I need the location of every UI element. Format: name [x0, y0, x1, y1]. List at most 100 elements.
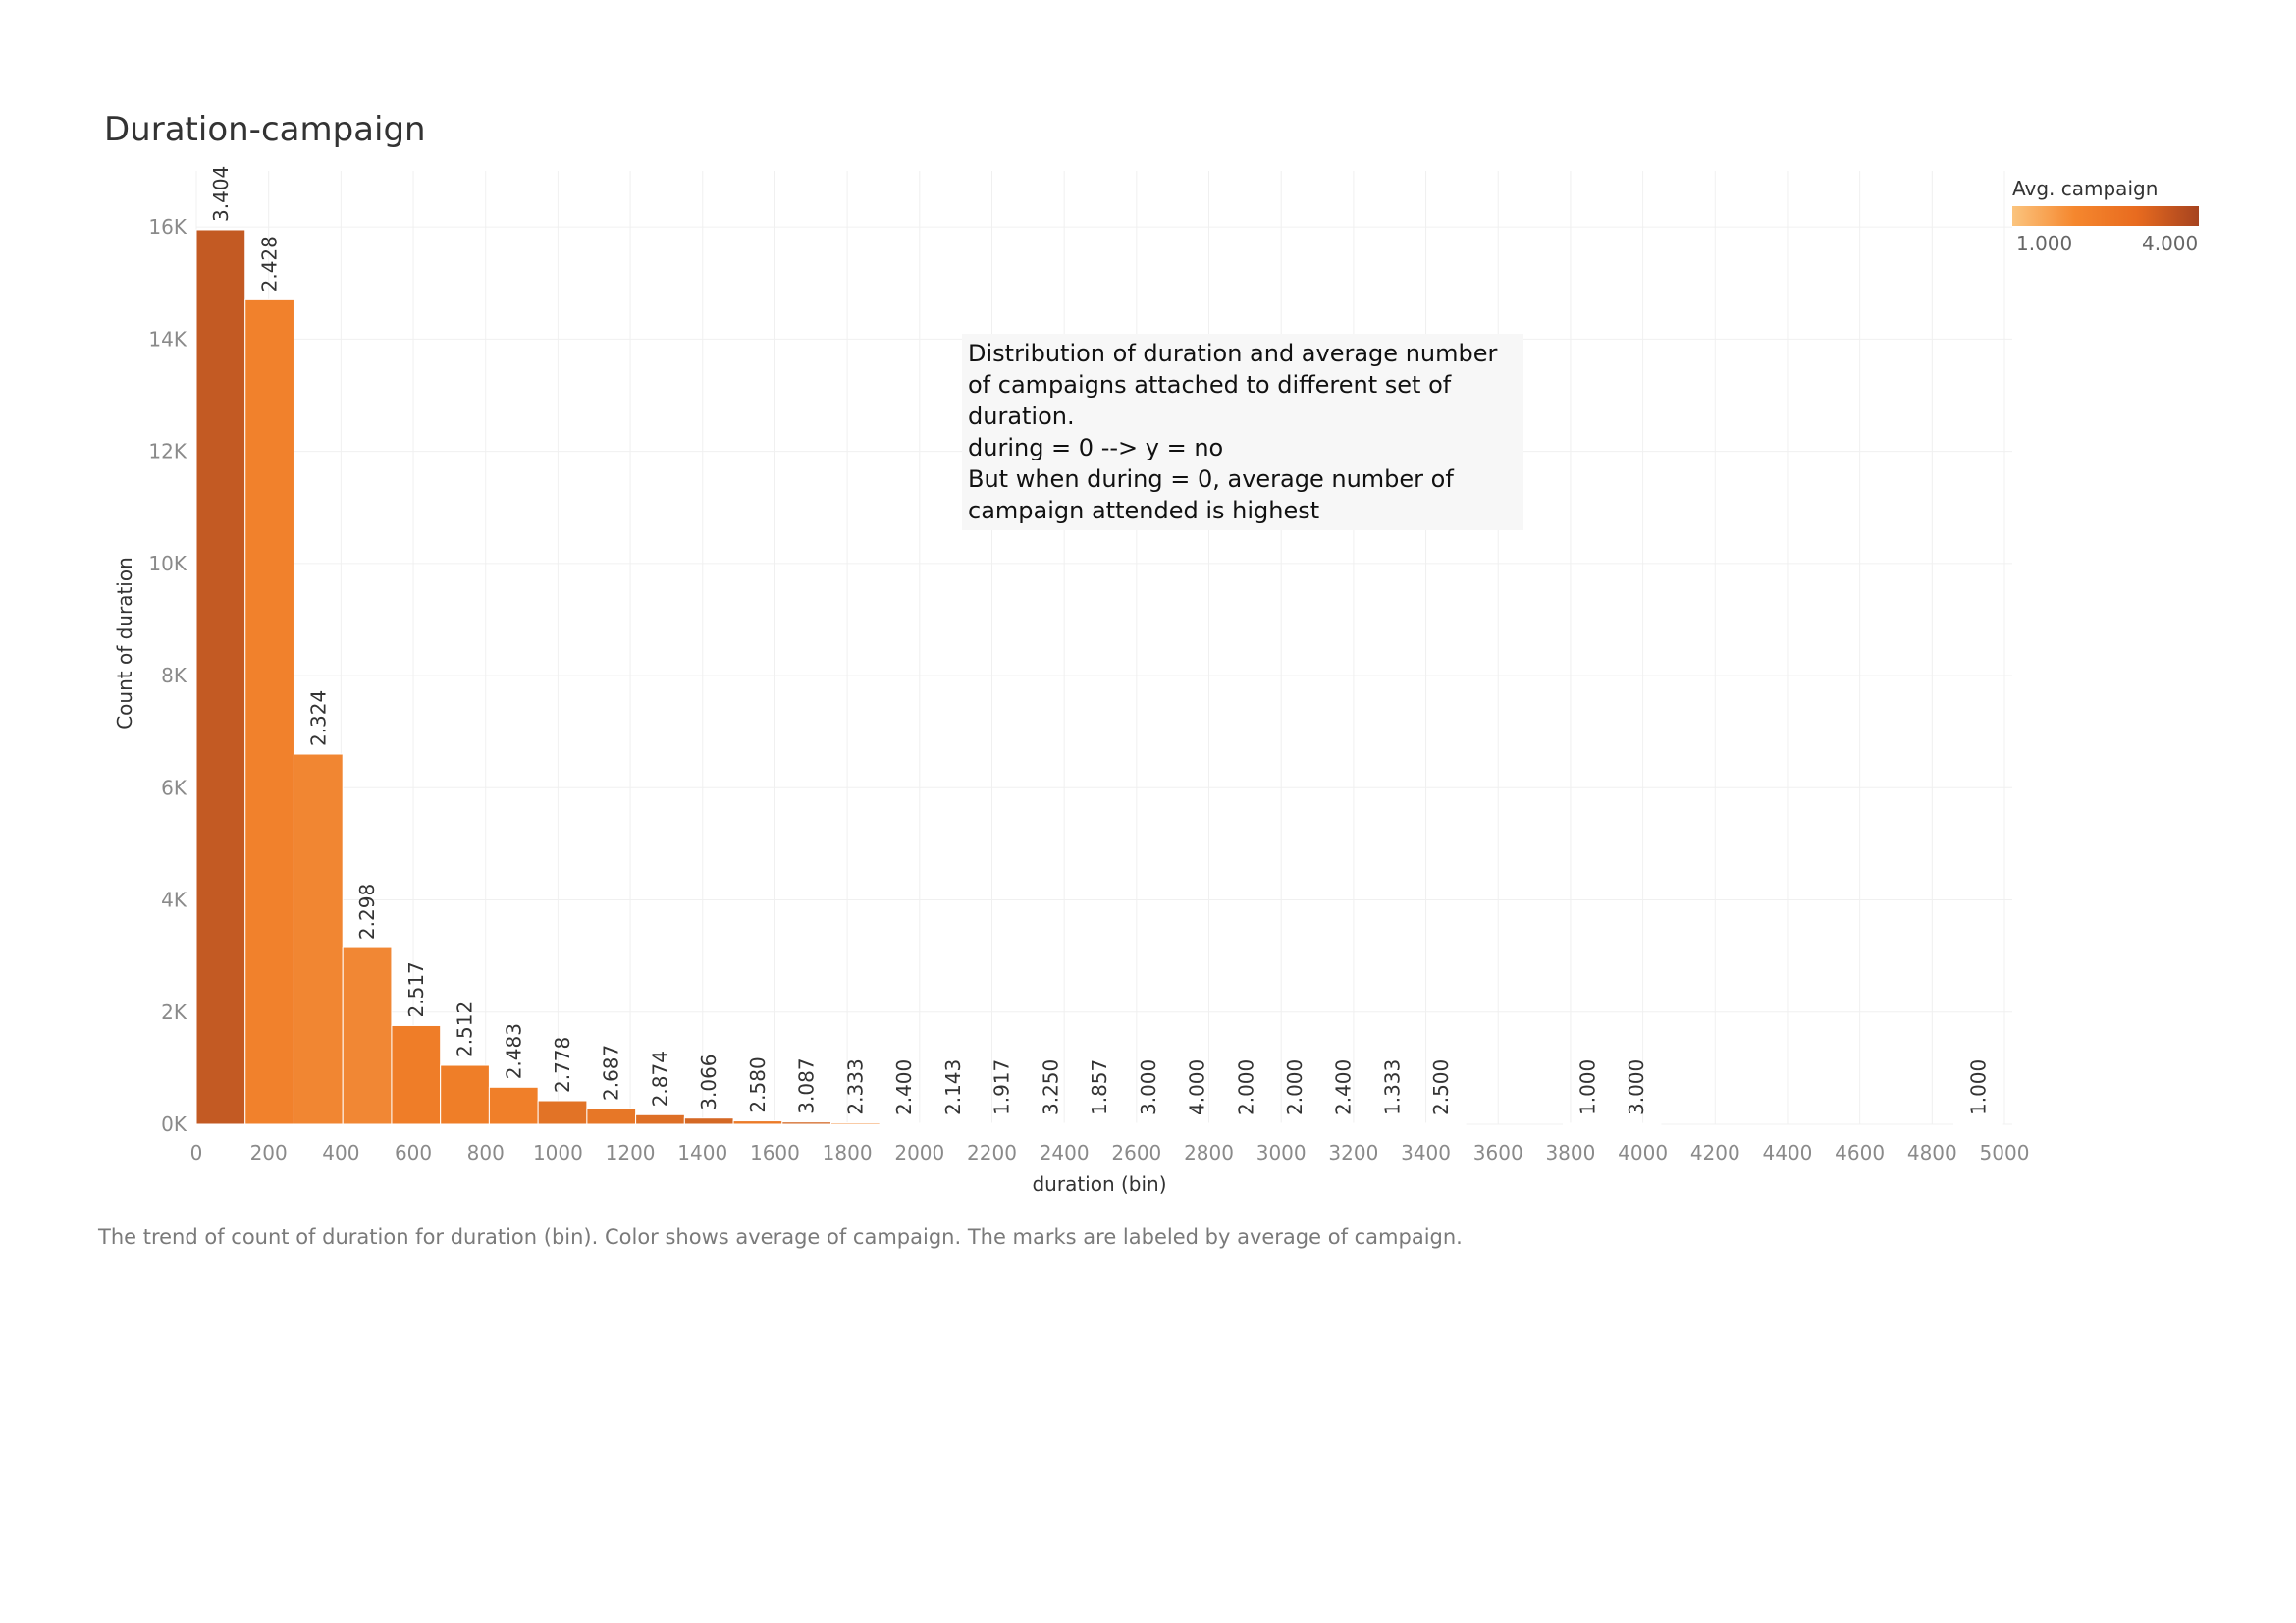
bar-data-label: 2.324	[306, 690, 330, 746]
x-tick-label: 2000	[894, 1141, 944, 1164]
histogram-bar	[830, 1122, 881, 1125]
legend-gradient	[2012, 206, 2199, 226]
bar-data-label: 2.778	[551, 1037, 574, 1093]
bar-data-label: 2.687	[600, 1045, 623, 1101]
x-tick-label: 2200	[967, 1141, 1017, 1164]
x-tick-label: 400	[322, 1141, 359, 1164]
bar-data-label: 2.400	[1332, 1059, 1356, 1115]
bar-data-label: 3.000	[1625, 1059, 1648, 1115]
histogram-bar	[732, 1120, 783, 1125]
histogram-bar	[879, 1122, 930, 1125]
bar-data-label: 1.917	[990, 1059, 1014, 1115]
chart-caption: The trend of count of duration for durat…	[98, 1225, 1463, 1249]
x-tick-label: 3400	[1401, 1141, 1451, 1164]
annotation-line: campaign attended is highest	[968, 497, 1320, 524]
x-tick-label: 2400	[1040, 1141, 1090, 1164]
legend-max-label: 4.000	[2142, 232, 2199, 255]
x-tick-label: 1000	[533, 1141, 583, 1164]
bar-data-label: 4.000	[1186, 1059, 1209, 1115]
histogram-bar	[440, 1064, 490, 1125]
histogram-bar	[781, 1121, 832, 1125]
histogram-bar	[1415, 1122, 1467, 1125]
bar-data-label: 2.143	[941, 1059, 965, 1115]
histogram-bar	[1074, 1122, 1125, 1125]
histogram-bar	[1123, 1122, 1174, 1125]
histogram-bar	[244, 298, 294, 1125]
bar-data-label: 2.500	[1429, 1059, 1453, 1115]
histogram-bar	[1318, 1122, 1369, 1125]
histogram-bar	[1563, 1122, 1613, 1125]
x-tick-label: 1400	[677, 1141, 727, 1164]
bar-data-label: 2.428	[258, 236, 282, 292]
histogram-bar	[1611, 1122, 1662, 1125]
x-tick-label: 1200	[606, 1141, 656, 1164]
x-tick-label: 2800	[1184, 1141, 1234, 1164]
bar-data-label: 2.580	[746, 1056, 770, 1112]
histogram-bar	[977, 1122, 1027, 1125]
histogram-bar	[391, 1024, 442, 1125]
y-tick-label: 6K	[161, 776, 187, 799]
x-tick-label: 3200	[1328, 1141, 1378, 1164]
annotation-line: of campaigns attached to different set o…	[968, 371, 1452, 399]
legend-title: Avg. campaign	[2012, 177, 2159, 200]
bar-data-label: 1.857	[1088, 1059, 1111, 1115]
annotation-box: Distribution of duration and average num…	[962, 334, 1523, 530]
y-tick-label: 2K	[161, 1001, 187, 1024]
histogram-bar	[586, 1108, 637, 1125]
bar-data-label: 2.298	[355, 884, 379, 940]
y-tick-label: 10K	[148, 552, 187, 575]
x-tick-label: 1800	[823, 1141, 873, 1164]
bar-data-label: 1.000	[1966, 1059, 1990, 1115]
legend-min-label: 1.000	[2016, 232, 2073, 255]
bar-data-label: 3.000	[1137, 1059, 1160, 1115]
x-tick-label: 0	[190, 1141, 203, 1164]
bar-data-label: 3.087	[795, 1057, 819, 1113]
x-axis-title: duration (bin)	[1032, 1172, 1166, 1196]
histogram-bar	[1172, 1122, 1222, 1125]
y-tick-label: 4K	[161, 889, 187, 912]
bar-data-label: 1.333	[1380, 1059, 1404, 1115]
histogram-bar	[1269, 1122, 1320, 1125]
y-tick-label: 0K	[161, 1112, 187, 1136]
x-tick-label: 1600	[750, 1141, 800, 1164]
annotation-line: Distribution of duration and average num…	[968, 340, 1498, 367]
histogram-bar	[1952, 1122, 2003, 1125]
y-axis-title: Count of duration	[113, 557, 136, 730]
x-tick-label: 3800	[1545, 1141, 1595, 1164]
bar-data-label: 3.066	[697, 1054, 721, 1109]
chart-title: Duration-campaign	[104, 110, 426, 149]
x-tick-label: 4000	[1618, 1141, 1668, 1164]
bar-data-label: 2.512	[454, 1001, 477, 1057]
bar-data-label: 1.000	[1575, 1059, 1599, 1115]
bar-data-label: 2.517	[404, 961, 428, 1017]
bar-data-label: 2.483	[502, 1023, 525, 1079]
bar-data-label: 3.250	[1039, 1059, 1062, 1115]
x-tick-label: 5000	[1980, 1141, 2030, 1164]
y-tick-label: 14K	[148, 327, 187, 351]
x-tick-label: 4800	[1907, 1141, 1957, 1164]
annotation-line: during = 0 --> y = no	[968, 434, 1224, 461]
bar-data-label: 2.000	[1283, 1059, 1307, 1115]
histogram-bar	[1220, 1122, 1271, 1125]
annotation-line: duration.	[968, 403, 1075, 430]
y-tick-label: 8K	[161, 664, 187, 687]
x-tick-label: 2600	[1111, 1141, 1161, 1164]
bar-data-label: 2.000	[1234, 1059, 1257, 1115]
histogram-bar	[683, 1117, 734, 1125]
histogram-bar	[293, 753, 344, 1125]
x-tick-label: 600	[395, 1141, 432, 1164]
histogram-bar	[195, 229, 246, 1125]
x-tick-label: 3000	[1256, 1141, 1307, 1164]
x-tick-label: 4600	[1835, 1141, 1885, 1164]
x-tick-label: 3600	[1473, 1141, 1523, 1164]
y-tick-label: 16K	[148, 215, 187, 239]
x-tick-label: 200	[250, 1141, 288, 1164]
x-tick-label: 4200	[1690, 1141, 1740, 1164]
color-legend: Avg. campaign 1.000 4.000	[2012, 177, 2209, 255]
histogram-bar	[1367, 1122, 1417, 1125]
bar-data-label: 2.400	[892, 1059, 916, 1115]
bar-data-label: 2.333	[843, 1058, 867, 1114]
histogram-bar	[1025, 1122, 1076, 1125]
histogram-bar	[488, 1086, 539, 1125]
